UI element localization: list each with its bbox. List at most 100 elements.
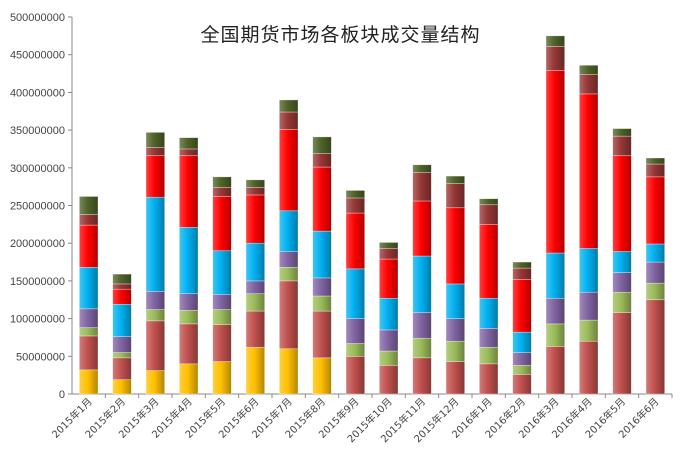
- bar-segment: [179, 227, 199, 295]
- y-tick-label: 50000000: [16, 351, 65, 363]
- bar-segment: [79, 196, 99, 215]
- bar-segment: [412, 172, 432, 202]
- bar-segment: [512, 261, 532, 269]
- y-tick-label: 200000000: [10, 238, 65, 250]
- bar-segment: [479, 224, 499, 299]
- bar-segment: [445, 361, 465, 395]
- bar-segment: [612, 128, 632, 137]
- bar-segment: [245, 194, 265, 244]
- bar-segment: [245, 346, 265, 395]
- bar-segment: [79, 214, 99, 226]
- bar-segment: [612, 251, 632, 273]
- bar-segment: [445, 183, 465, 209]
- bar-segment: [279, 251, 299, 268]
- bar-segment: [345, 190, 365, 199]
- bar-segment: [645, 282, 665, 301]
- bar-segment: [479, 198, 499, 206]
- bar-segment: [279, 348, 299, 395]
- bar-segment: [445, 318, 465, 342]
- bar-segment: [379, 350, 399, 366]
- bar-segment: [579, 64, 599, 75]
- bar-segment: [645, 299, 665, 395]
- bar-segment: [412, 357, 432, 395]
- bar-segment: [212, 294, 232, 310]
- bar-segment: [445, 175, 465, 184]
- bar-segment: [312, 357, 332, 395]
- bar-segment: [312, 136, 332, 154]
- bar-segment: [645, 163, 665, 178]
- bar-segment: [145, 196, 165, 292]
- bar-segment: [279, 129, 299, 212]
- bar-segment: [412, 255, 432, 313]
- y-tick-label: 0: [59, 389, 65, 401]
- y-tick-label: 500000000: [10, 12, 65, 24]
- bar-segment: [445, 207, 465, 285]
- bar-segment: [79, 335, 99, 371]
- bar-segment: [112, 357, 132, 380]
- bar-segment: [612, 272, 632, 293]
- bar-segment: [112, 283, 132, 290]
- bar-segment: [479, 328, 499, 348]
- bar-segment: [212, 324, 232, 362]
- bar-segment: [279, 280, 299, 350]
- bar-segment: [79, 308, 99, 328]
- y-tick-label: 100000000: [10, 314, 65, 326]
- bar-segment: [379, 365, 399, 395]
- bar-segment: [112, 336, 132, 353]
- bar-segment: [145, 370, 165, 395]
- bar-segment: [612, 155, 632, 252]
- bar-segment: [612, 312, 632, 395]
- bar-segment: [279, 210, 299, 252]
- bar-segment: [545, 297, 565, 325]
- bar-segment: [612, 135, 632, 157]
- bar-segment: [179, 155, 199, 228]
- bar-segment: [145, 147, 165, 157]
- bar-segment: [645, 157, 665, 165]
- y-tick-label: 400000000: [10, 87, 65, 99]
- bar-segment: [112, 303, 132, 337]
- bar-segment: [312, 310, 332, 359]
- bar-segment: [512, 331, 532, 353]
- bar-segment: [545, 346, 565, 395]
- bar-segment: [579, 319, 599, 342]
- bar-segment: [212, 176, 232, 188]
- bar-segment: [245, 179, 265, 188]
- bar-segment: [212, 309, 232, 325]
- bar-segment: [479, 204, 499, 225]
- bar-segment: [579, 74, 599, 95]
- y-tick-label: 250000000: [10, 201, 65, 213]
- bar-segment: [279, 99, 299, 113]
- bar-segment: [312, 153, 332, 168]
- bar-segment: [345, 197, 365, 214]
- bar-segment: [545, 46, 565, 71]
- bar-segment: [179, 293, 199, 311]
- bar-segment: [345, 355, 365, 395]
- bar-segment: [445, 340, 465, 362]
- bar-segment: [412, 164, 432, 173]
- bar-segment: [179, 363, 199, 395]
- y-tick-label: 300000000: [10, 163, 65, 175]
- bar-segment: [212, 250, 232, 295]
- bar-segment: [112, 379, 132, 395]
- bar-segment: [112, 288, 132, 305]
- bar-segment: [312, 166, 332, 232]
- bar-segment: [379, 248, 399, 260]
- bar-segment: [379, 297, 399, 331]
- bar-segment: [345, 343, 365, 357]
- bar-segment: [512, 374, 532, 395]
- y-tick-label: 350000000: [10, 125, 65, 137]
- bar-segment: [545, 35, 565, 47]
- bar-segment: [479, 297, 499, 329]
- bar-segment: [345, 268, 365, 319]
- bar-segment: [245, 242, 265, 282]
- bar-segment: [512, 279, 532, 333]
- bar-segment: [512, 267, 532, 280]
- bar-segment: [345, 212, 365, 270]
- bar-segment: [112, 273, 132, 285]
- bar-segment: [179, 137, 199, 150]
- bar-segment: [512, 365, 532, 375]
- bar-segment: [145, 132, 165, 148]
- bar-segment: [245, 280, 265, 295]
- bar-segment: [612, 291, 632, 313]
- bar-segment: [645, 176, 665, 245]
